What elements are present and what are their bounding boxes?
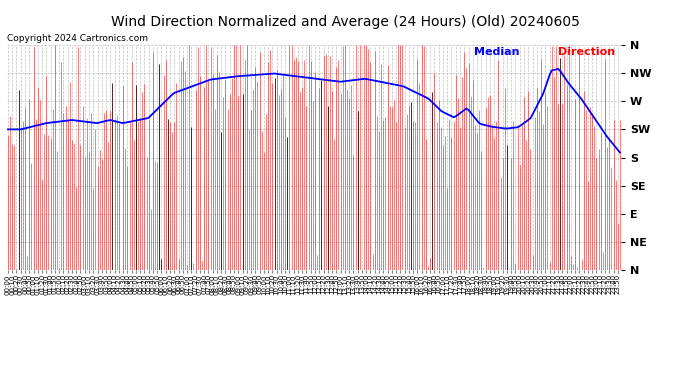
Text: Median: Median: [474, 47, 520, 57]
Text: Wind Direction Normalized and Average (24 Hours) (Old) 20240605: Wind Direction Normalized and Average (2…: [110, 15, 580, 29]
Text: Copyright 2024 Cartronics.com: Copyright 2024 Cartronics.com: [7, 34, 148, 43]
Text: Direction: Direction: [558, 47, 615, 57]
